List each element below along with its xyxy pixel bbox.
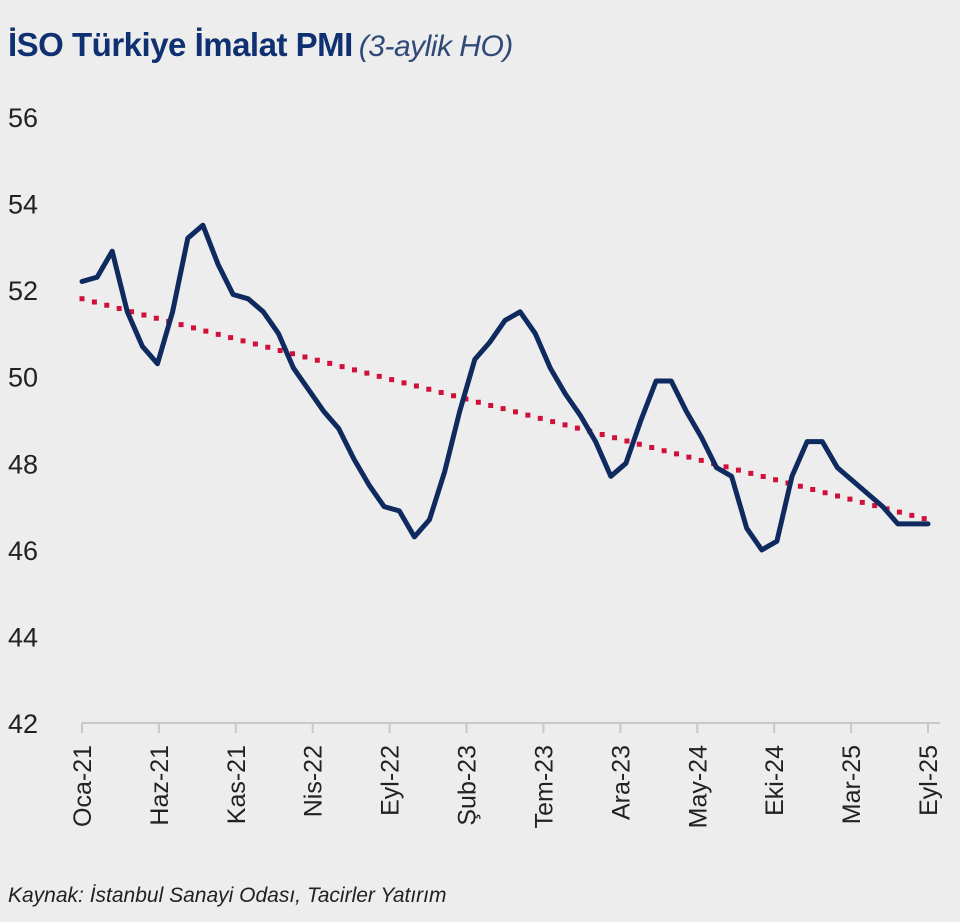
y-tick-label: 42 — [8, 709, 38, 739]
x-tick-label: Eki-24 — [761, 745, 789, 816]
x-tick-label: Tem-23 — [530, 745, 558, 828]
x-tick-label: Eyl-25 — [915, 745, 943, 816]
x-tick-label: Mar-25 — [838, 745, 866, 824]
title-subtitle: (3-aylik HO) — [358, 30, 514, 63]
pmi-series-line — [79, 222, 931, 553]
trend-line — [78, 295, 932, 523]
y-tick-label: 50 — [8, 363, 38, 393]
y-tick-label: 54 — [8, 190, 38, 220]
x-tick-label: Ara-23 — [607, 745, 635, 820]
x-tick-label: Nis-22 — [300, 745, 328, 817]
y-tick-label: 56 — [8, 103, 38, 133]
y-tick-label: 46 — [8, 536, 38, 566]
chart-title: İSO Türkiye İmalat PMI (3-aylik HO) — [8, 26, 513, 64]
x-tick-label: Şub-23 — [454, 745, 482, 826]
x-tick-label: Haz-21 — [146, 745, 174, 826]
x-tick-label: Oca-21 — [69, 745, 97, 827]
y-tick-label: 44 — [8, 622, 38, 652]
y-tick-label: 52 — [8, 276, 38, 306]
title-main: İSO Türkiye İmalat PMI — [8, 26, 353, 63]
x-tick-label: May-24 — [684, 745, 712, 828]
source-note: Kaynak: İstanbul Sanayi Odası, Tacirler … — [8, 884, 447, 907]
x-tick-label: Eyl-22 — [377, 745, 405, 816]
x-tick-label: Kas-21 — [223, 745, 251, 824]
y-tick-label: 48 — [8, 449, 38, 479]
